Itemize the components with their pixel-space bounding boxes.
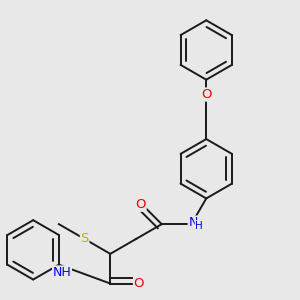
Text: H: H <box>195 221 203 231</box>
Text: O: O <box>136 198 146 211</box>
Text: O: O <box>134 277 144 290</box>
Text: NH: NH <box>52 266 71 279</box>
Text: N: N <box>188 216 198 229</box>
Text: S: S <box>80 232 89 245</box>
Text: O: O <box>201 88 211 101</box>
